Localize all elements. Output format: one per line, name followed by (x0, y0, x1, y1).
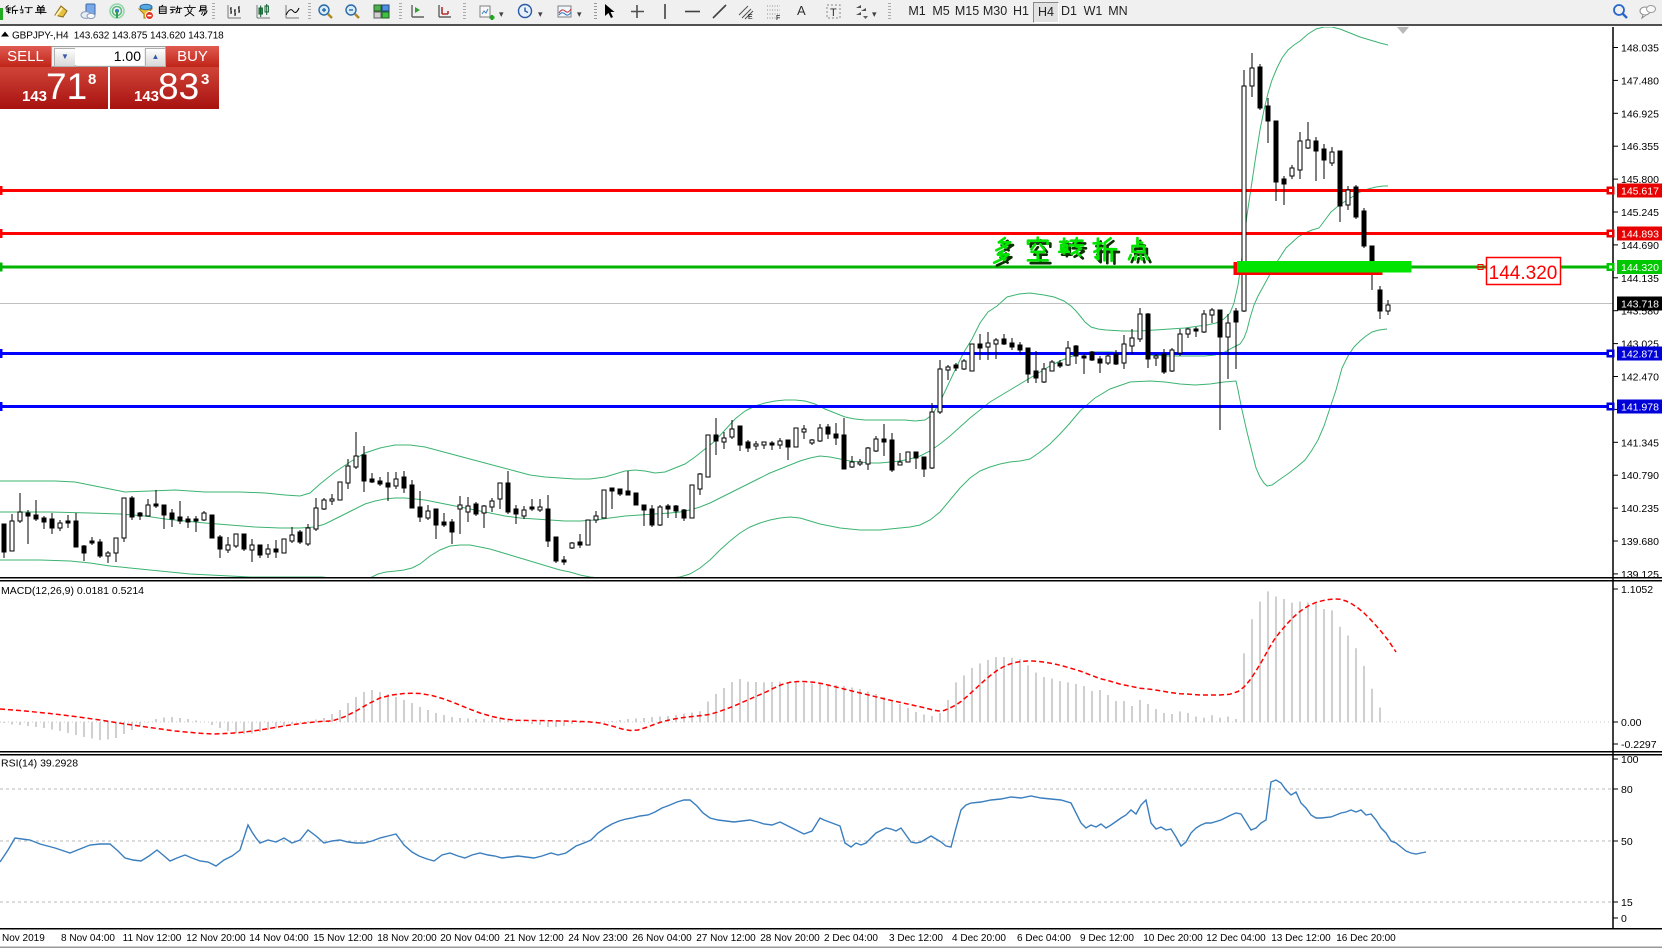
svg-text:1.1052: 1.1052 (1621, 584, 1653, 596)
svg-text:100: 100 (1621, 754, 1639, 766)
svg-text:145.617: 145.617 (1621, 186, 1659, 198)
svg-text:Nov 2019: Nov 2019 (2, 933, 45, 944)
svg-text:9 Dec 12:00: 9 Dec 12:00 (1080, 933, 1134, 944)
svg-text:E: E (748, 14, 753, 20)
svg-text:15: 15 (1621, 897, 1633, 909)
svg-text:145.800: 145.800 (1621, 174, 1659, 186)
svg-text:144.320: 144.320 (1489, 263, 1558, 284)
svg-text:14 Nov 04:00: 14 Nov 04:00 (249, 933, 309, 944)
svg-text:144.893: 144.893 (1621, 229, 1659, 241)
svg-text:145.245: 145.245 (1621, 207, 1659, 219)
svg-text:144.690: 144.690 (1621, 240, 1659, 252)
svg-text:143.718: 143.718 (1621, 299, 1659, 311)
svg-text:27 Nov 12:00: 27 Nov 12:00 (696, 933, 756, 944)
svg-text:8 Nov 04:00: 8 Nov 04:00 (61, 933, 115, 944)
svg-text:146.925: 146.925 (1621, 108, 1659, 120)
svg-text:142.470: 142.470 (1621, 372, 1659, 384)
svg-text:2 Dec 04:00: 2 Dec 04:00 (824, 933, 878, 944)
svg-text:80: 80 (1621, 784, 1633, 796)
svg-text:11 Nov 12:00: 11 Nov 12:00 (123, 933, 182, 944)
svg-text:141.978: 141.978 (1621, 402, 1659, 414)
svg-text:24 Nov 23:00: 24 Nov 23:00 (568, 933, 628, 944)
svg-text:13 Dec 12:00: 13 Dec 12:00 (1271, 933, 1331, 944)
svg-text:28 Nov 20:00: 28 Nov 20:00 (760, 933, 820, 944)
svg-text:18 Nov 20:00: 18 Nov 20:00 (377, 933, 437, 944)
svg-text:26 Nov 04:00: 26 Nov 04:00 (632, 933, 692, 944)
svg-text:T: T (830, 7, 837, 19)
svg-text:12 Nov 20:00: 12 Nov 20:00 (186, 933, 246, 944)
svg-text:GBPJPY-,H4 143.632 143.875 14: GBPJPY-,H4 143.632 143.875 143.620 143.7… (12, 31, 224, 42)
svg-text:146.355: 146.355 (1621, 141, 1659, 153)
svg-text:148.035: 148.035 (1621, 43, 1659, 55)
svg-text:147.480: 147.480 (1621, 75, 1659, 87)
svg-text:50: 50 (1621, 836, 1633, 848)
svg-text:20 Nov 04:00: 20 Nov 04:00 (440, 933, 500, 944)
svg-text:-0.2297: -0.2297 (1621, 739, 1657, 751)
svg-text:0.00: 0.00 (1621, 717, 1642, 729)
svg-text:144.320: 144.320 (1621, 262, 1659, 274)
svg-text:15 Nov 12:00: 15 Nov 12:00 (313, 933, 373, 944)
svg-text:144.135: 144.135 (1621, 273, 1659, 285)
svg-text:0: 0 (1621, 913, 1627, 925)
svg-text:12 Dec 04:00: 12 Dec 04:00 (1206, 933, 1266, 944)
svg-text:140.790: 140.790 (1621, 470, 1659, 482)
svg-text:139.125: 139.125 (1621, 569, 1659, 581)
svg-text:142.871: 142.871 (1621, 349, 1659, 361)
svg-text:139.680: 139.680 (1621, 536, 1659, 548)
svg-text:10 Dec 20:00: 10 Dec 20:00 (1143, 933, 1203, 944)
svg-text:4 Dec 20:00: 4 Dec 20:00 (952, 933, 1006, 944)
svg-text:21 Nov 12:00: 21 Nov 12:00 (504, 933, 564, 944)
svg-text:140.235: 140.235 (1621, 503, 1659, 515)
svg-text:RSI(14) 39.2928: RSI(14) 39.2928 (1, 758, 78, 770)
svg-text:MACD(12,26,9) 0.0181 0.5214: MACD(12,26,9) 0.0181 0.5214 (1, 585, 144, 597)
svg-text:F: F (776, 15, 780, 20)
svg-text:16 Dec 20:00: 16 Dec 20:00 (1336, 933, 1396, 944)
svg-text:6 Dec 04:00: 6 Dec 04:00 (1017, 933, 1071, 944)
svg-text:141.345: 141.345 (1621, 437, 1659, 449)
svg-text:3 Dec 12:00: 3 Dec 12:00 (889, 933, 943, 944)
